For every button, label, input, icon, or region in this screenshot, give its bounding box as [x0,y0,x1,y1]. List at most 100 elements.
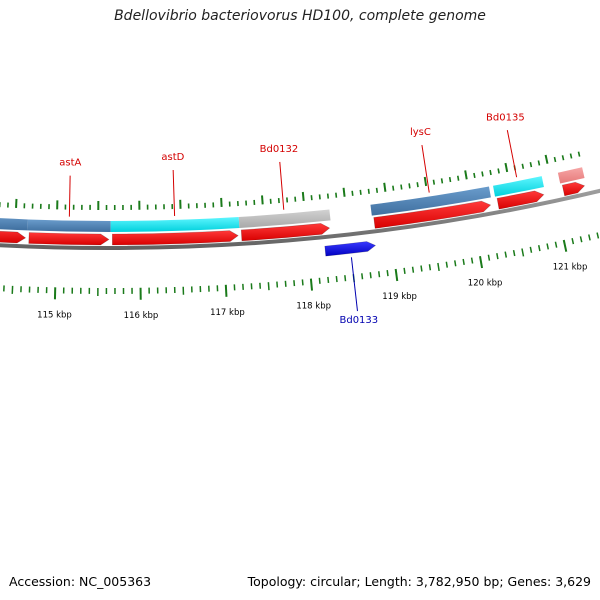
scale-label: 120 kbp [468,279,503,289]
scale-tick [437,262,440,272]
scale-label: 121 kbp [553,262,588,272]
scale-tick [454,260,457,267]
outer-tick [342,187,346,197]
scale-tick [496,253,499,260]
gene-bd0133 [324,241,377,257]
scale-tick [318,277,321,284]
outer-tick [577,151,581,157]
label-leader [350,257,358,312]
scale-tick [554,241,558,248]
scale-tick [504,251,508,258]
outer-tick [561,155,565,161]
gene-label-bd0135: Bd0135 [486,112,525,123]
scale-label: 117 kbp [210,308,245,318]
scale-tick [487,254,491,261]
outer-tick [392,185,395,191]
outer-tick [261,195,264,205]
scale-tick [309,278,314,291]
outer-tick [544,154,549,164]
label-leader [421,145,430,193]
scale-label: 115 kbp [37,310,72,320]
gene-dape [0,218,28,231]
gene-label-bd0132: Bd0132 [260,144,299,155]
gene-label-asta: astA [59,158,81,169]
gene-asta [27,219,111,232]
scale-tick [596,232,600,239]
outer-tick [408,183,411,189]
outer-tick [448,176,452,183]
scale-tick [361,273,364,280]
scale-tick [562,239,568,252]
scale-tick [529,246,533,253]
outer-tick [423,176,428,187]
outer-tick [375,187,379,193]
outer-tick [537,160,541,166]
scale-tick [420,265,423,272]
scale-tick [369,272,372,279]
outer-tick [326,193,330,199]
scale-tick [293,280,296,287]
scale-tick [571,238,575,245]
scale-label: 116 kbp [124,311,159,321]
scale-tick [327,276,330,284]
outer-tick [301,191,305,202]
outer-tick [553,156,557,163]
scale-tick [512,249,516,257]
gene-label-lysc: lysC [410,127,431,138]
scale-tick [428,264,432,271]
backbone-arc [0,188,600,250]
scale-tick [344,275,347,282]
cds-partial [561,181,586,197]
outer-tick [432,179,436,185]
outer-tick [497,168,500,174]
outer-tick [400,184,403,190]
outer-tick [489,169,492,176]
cds-bd0132 [240,223,331,242]
outer-tick [351,190,354,196]
scale-tick [546,243,550,250]
outer-tick [464,170,468,180]
scale-tick [537,245,541,252]
accession-label: Accession: NC_005363 [9,574,152,589]
scale-tick [470,257,474,264]
gene-astd [110,217,240,232]
outer-tick [456,175,460,181]
scale-tick [224,284,228,297]
scale-tick [378,271,381,278]
outer-tick [521,163,525,169]
outer-tick [359,189,362,195]
cds-lysc [373,200,492,229]
scale-tick [386,270,389,277]
gene-label-bd0133: Bd0133 [339,315,378,326]
scale-tick [394,268,399,282]
scale-tick [335,276,338,283]
summary-label: Topology: circular; Length: 3,782,950 bp… [247,574,591,589]
outer-tick [529,162,533,168]
gene-lysc [370,186,491,216]
outer-tick [367,188,370,194]
cds-asta [28,232,110,246]
label-leader [172,169,176,216]
scale-label: 119 kbp [382,292,417,302]
gene-partial [557,167,585,184]
outer-tick [416,182,419,188]
label-leader [68,175,71,217]
outer-tick [335,192,338,198]
outer-tick [440,178,444,184]
gene-label-astd: astD [161,152,184,163]
gene-bd0132 [238,209,331,228]
scale-tick [411,266,415,273]
gene-bd0135 [493,176,544,197]
scale-tick [462,258,465,266]
scale-tick [267,282,270,291]
scale-tick [588,234,591,241]
map-title: Bdellovibrio bacteriovorus HD100, comple… [114,8,486,24]
scale-tick [521,248,525,257]
label-leader [279,161,285,210]
cds-dape [0,230,27,244]
outer-tick [318,194,321,200]
outer-tick [569,153,573,159]
outer-tick [383,182,387,192]
